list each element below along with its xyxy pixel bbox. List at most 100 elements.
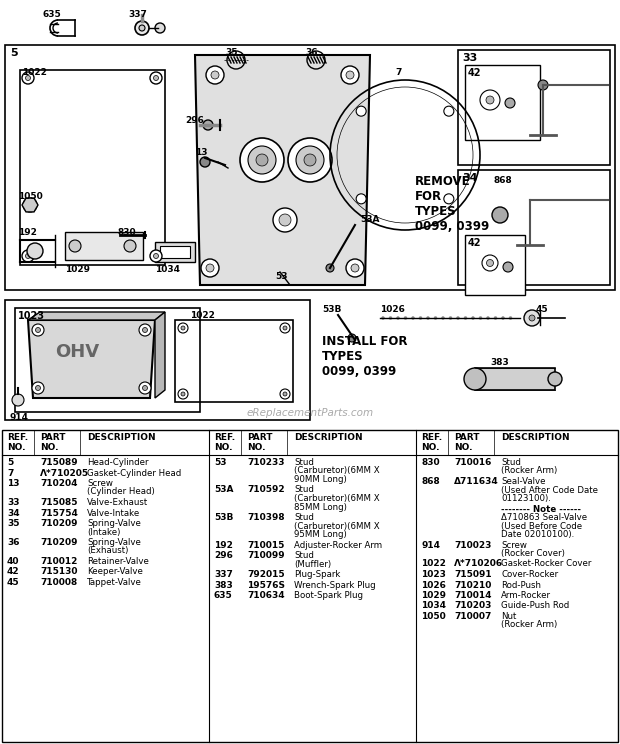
Text: 710016: 710016 <box>454 458 492 467</box>
Text: 192: 192 <box>18 228 37 237</box>
Circle shape <box>181 326 185 330</box>
Text: 710012: 710012 <box>40 557 78 566</box>
Text: 383: 383 <box>214 580 232 589</box>
Circle shape <box>178 323 188 333</box>
Text: REF.
NO.: REF. NO. <box>214 433 235 452</box>
Text: (Carburetor)(6MM X: (Carburetor)(6MM X <box>294 466 379 475</box>
Text: 42: 42 <box>7 568 20 577</box>
Circle shape <box>200 157 210 167</box>
Text: 1023: 1023 <box>421 570 446 579</box>
Text: 45: 45 <box>536 305 549 314</box>
Circle shape <box>404 316 407 319</box>
Circle shape <box>389 316 392 319</box>
Text: (Carburetor)(6MM X: (Carburetor)(6MM X <box>294 494 379 503</box>
Bar <box>5 300 310 420</box>
Circle shape <box>427 316 430 319</box>
Text: 635: 635 <box>214 591 232 600</box>
Text: 13: 13 <box>7 479 19 488</box>
Circle shape <box>356 106 366 116</box>
Text: Valve-Intake: Valve-Intake <box>87 508 140 518</box>
Text: Stud: Stud <box>294 551 314 560</box>
Circle shape <box>296 146 324 174</box>
Circle shape <box>502 316 505 319</box>
Text: 710209: 710209 <box>40 538 78 547</box>
Text: Adjuster-Rocker Arm: Adjuster-Rocker Arm <box>294 540 382 550</box>
Bar <box>15 308 200 412</box>
Text: Stud: Stud <box>294 486 314 495</box>
Circle shape <box>492 207 508 223</box>
Circle shape <box>412 316 415 319</box>
Circle shape <box>441 316 445 319</box>
Circle shape <box>32 324 44 336</box>
Text: Stud: Stud <box>294 458 314 467</box>
Text: 53A: 53A <box>214 486 234 495</box>
Text: REF.
NO.: REF. NO. <box>7 433 28 452</box>
Circle shape <box>449 316 452 319</box>
Text: (Rocker Cover): (Rocker Cover) <box>501 549 565 558</box>
Text: DESCRIPTION: DESCRIPTION <box>294 433 363 442</box>
Text: 710210: 710210 <box>454 580 492 589</box>
Text: -------- Note ------: -------- Note ------ <box>501 504 581 513</box>
Circle shape <box>35 385 40 391</box>
Circle shape <box>494 316 497 319</box>
Text: Date 02010100).: Date 02010100). <box>501 530 574 539</box>
Circle shape <box>69 240 81 252</box>
Text: Rod-Push: Rod-Push <box>501 580 541 589</box>
Text: Plug-Spark: Plug-Spark <box>294 570 340 579</box>
Circle shape <box>124 240 136 252</box>
Text: 710203: 710203 <box>454 601 492 611</box>
Circle shape <box>356 194 366 204</box>
Text: Δ711634: Δ711634 <box>454 477 498 486</box>
Text: Nut: Nut <box>501 612 516 621</box>
Circle shape <box>139 25 145 31</box>
Text: 35: 35 <box>7 519 19 528</box>
Circle shape <box>348 334 356 342</box>
Text: 192: 192 <box>214 540 233 550</box>
Text: 40: 40 <box>7 557 19 566</box>
Text: Boot-Spark Plug: Boot-Spark Plug <box>294 591 363 600</box>
Text: 710233: 710233 <box>247 458 285 467</box>
Circle shape <box>22 72 34 84</box>
Text: Λ*710206: Λ*710206 <box>454 559 503 568</box>
Bar <box>465 65 540 140</box>
Circle shape <box>444 106 454 116</box>
Text: 36: 36 <box>7 538 19 547</box>
Circle shape <box>464 316 467 319</box>
Circle shape <box>211 71 219 79</box>
Circle shape <box>283 326 287 330</box>
Circle shape <box>434 316 437 319</box>
Text: Stud: Stud <box>501 458 521 467</box>
Text: 830: 830 <box>421 458 440 467</box>
Text: Spring-Valve: Spring-Valve <box>87 519 141 528</box>
Text: 53B: 53B <box>214 513 233 522</box>
Polygon shape <box>28 320 155 398</box>
Text: Wrench-Spark Plug: Wrench-Spark Plug <box>294 580 376 589</box>
Bar <box>458 50 610 165</box>
Circle shape <box>178 389 188 399</box>
Text: 715754: 715754 <box>40 508 78 518</box>
Text: DESCRIPTION: DESCRIPTION <box>501 433 570 442</box>
Bar <box>160 246 190 258</box>
Text: (Carburetor)(6MM X: (Carburetor)(6MM X <box>294 522 379 530</box>
Text: 383: 383 <box>490 358 509 367</box>
Text: 1026: 1026 <box>380 305 405 314</box>
Circle shape <box>283 392 287 396</box>
Text: (Cylinder Head): (Cylinder Head) <box>87 487 155 496</box>
Bar <box>175 320 293 402</box>
Text: 45: 45 <box>7 578 20 587</box>
Text: 710099: 710099 <box>247 551 285 560</box>
Bar <box>5 45 615 290</box>
Circle shape <box>464 368 486 390</box>
Text: 1050: 1050 <box>421 612 446 621</box>
Circle shape <box>27 243 43 259</box>
Text: 296: 296 <box>185 116 204 125</box>
Text: 53A: 53A <box>360 215 379 224</box>
Text: Cover-Rocker: Cover-Rocker <box>501 570 558 579</box>
Text: Λ*710205: Λ*710205 <box>40 469 89 478</box>
Text: (Used Before Code: (Used Before Code <box>501 522 582 530</box>
Circle shape <box>143 327 148 333</box>
Text: 90MM Long): 90MM Long) <box>294 475 347 484</box>
Text: 1022: 1022 <box>22 68 47 77</box>
Text: 715089: 715089 <box>40 458 78 467</box>
Circle shape <box>456 316 459 319</box>
